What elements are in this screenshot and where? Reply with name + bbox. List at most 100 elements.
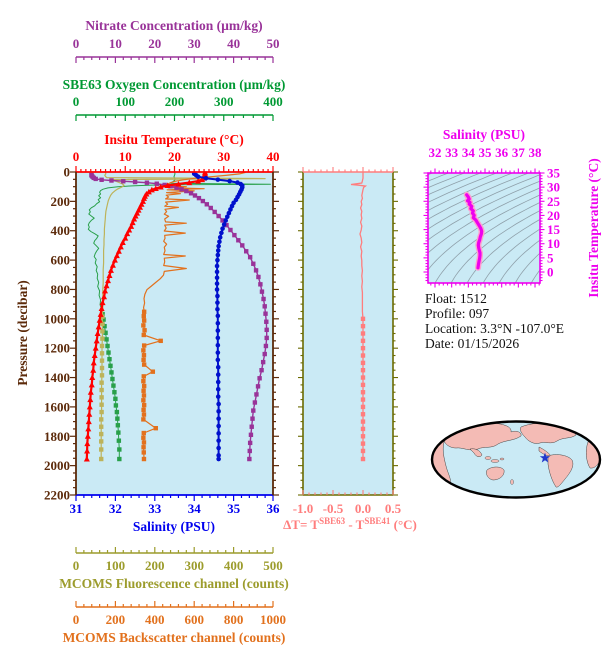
tick-label: 200 (165, 94, 185, 109)
tick-label: 0 (547, 265, 554, 280)
tick-label: 800 (51, 282, 71, 297)
tick-label: 400 (263, 94, 283, 109)
tick-label: 200 (106, 612, 126, 627)
axis-ticks (75, 166, 274, 173)
temperature-axis-title: Insitu Temperature (°C) (104, 132, 243, 147)
tick-label: 10 (547, 236, 560, 251)
tick-label: 15 (547, 222, 561, 237)
tick-label: 300 (184, 558, 204, 573)
float-info-line-float: Float: 1512 (425, 291, 487, 306)
delta-t-title-prefix: ΔT= T (283, 517, 319, 532)
ts-salinity-axis-title: Salinity (PSU) (443, 127, 525, 142)
tick-label: 31 (70, 501, 83, 516)
axis-ticks (75, 114, 274, 121)
nitrate-axis-title: Nitrate Concentration (µm/kg) (85, 18, 262, 33)
tick-label: 200 (51, 194, 71, 209)
landmass (547, 454, 574, 488)
delta-t-title-sup2: SBE41 (364, 516, 391, 526)
profile-panel (76, 172, 273, 495)
axis-ticks (75, 547, 274, 554)
landmass-island (490, 459, 500, 463)
series-fluorescence (99, 172, 266, 462)
map-outline (430, 420, 602, 499)
series-nitrate (89, 172, 269, 462)
tick-label: 20 (148, 36, 161, 51)
float-location-star-icon (539, 452, 551, 463)
tick-label: 2200 (44, 488, 70, 503)
tick-label: 32 (429, 145, 442, 160)
tick-label: 36 (495, 145, 509, 160)
landmass-island (484, 456, 492, 460)
tick-label: 0 (73, 612, 80, 627)
tick-label: 400 (224, 558, 244, 573)
series-backscatter (141, 172, 246, 462)
tick-label: 10 (109, 36, 122, 51)
tick-label: 0 (73, 558, 80, 573)
tick-label: 100 (106, 558, 126, 573)
backscatter-axis-title: MCOMS Backscatter channel (counts) (63, 630, 286, 645)
tick-label: 20 (547, 208, 560, 223)
tick-label: 1200 (44, 341, 70, 356)
landmass (486, 466, 505, 481)
tick-label: 40 (227, 36, 240, 51)
float-info-line-profile: Profile: 097 (425, 306, 489, 321)
tick-label: 37 (512, 145, 526, 160)
tick-label: 2000 (44, 458, 70, 473)
tick-label: 400 (51, 223, 71, 238)
delta-t-title-sup1: SBE63 (319, 516, 346, 526)
tick-label: 0.0 (355, 501, 371, 516)
tick-label: 32 (109, 501, 122, 516)
tick-label: 0.5 (385, 501, 402, 516)
tick-label: 1600 (44, 399, 70, 414)
float-info-line-location: Location: 3.3°N -107.0°E (425, 321, 564, 336)
tick-label: 100 (116, 94, 136, 109)
tick-label: 30 (547, 180, 560, 195)
pressure-axis (70, 171, 279, 496)
ts-curve (463, 191, 485, 271)
float-info-line-date: Date: 01/15/2026 (425, 336, 519, 351)
tick-label: 10 (119, 149, 132, 164)
world-map (430, 420, 602, 499)
ts-panel (428, 173, 540, 283)
tick-label: 800 (224, 612, 244, 627)
tick-label: 1000 (260, 612, 286, 627)
fluorescence-axis-title: MCOMS Fluorescence channel (counts) (59, 576, 289, 591)
tick-label: 0 (73, 94, 80, 109)
tick-label: 36 (267, 501, 281, 516)
series-delta-t (350, 172, 368, 462)
series-salinity (191, 172, 245, 462)
profile-series (83, 172, 271, 462)
tick-label: 300 (214, 94, 234, 109)
delta-panel (303, 172, 393, 495)
tick-label: 0 (73, 149, 80, 164)
landmass-island (510, 479, 514, 485)
tick-label: 50 (267, 36, 280, 51)
tick-label: 0 (73, 36, 80, 51)
axis-ticks (75, 494, 274, 501)
delta-frame (298, 167, 398, 496)
delta-t-title-suffix: (°C) (390, 517, 417, 532)
tick-label: 500 (263, 558, 283, 573)
axis-ticks (75, 56, 274, 63)
tick-label: 33 (148, 501, 162, 516)
tick-label: 5 (547, 250, 554, 265)
pressure-axis-title: Pressure (decibar) (15, 280, 30, 386)
oxygen-axis-title: SBE63 Oxygen Concentration (µm/kg) (63, 77, 286, 92)
axis-ticks (75, 601, 274, 608)
tick-label: 35 (547, 166, 561, 181)
salinity-axis-title: Salinity (PSU) (133, 519, 215, 534)
tick-label: 33 (445, 145, 459, 160)
tick-label: 1000 (44, 311, 70, 326)
landmass (571, 422, 585, 431)
ts-frame (423, 168, 545, 288)
landmass (469, 448, 483, 457)
tick-label: 25 (547, 194, 561, 209)
delta-t-axis-title: ΔT= TSBE63 - TSBE41 (°C) (283, 516, 417, 532)
tick-label: 20 (168, 149, 181, 164)
tick-label: -0.5 (323, 501, 344, 516)
tick-label: 1800 (44, 429, 70, 444)
tick-label: 38 (529, 145, 543, 160)
tick-label: 34 (188, 501, 202, 516)
